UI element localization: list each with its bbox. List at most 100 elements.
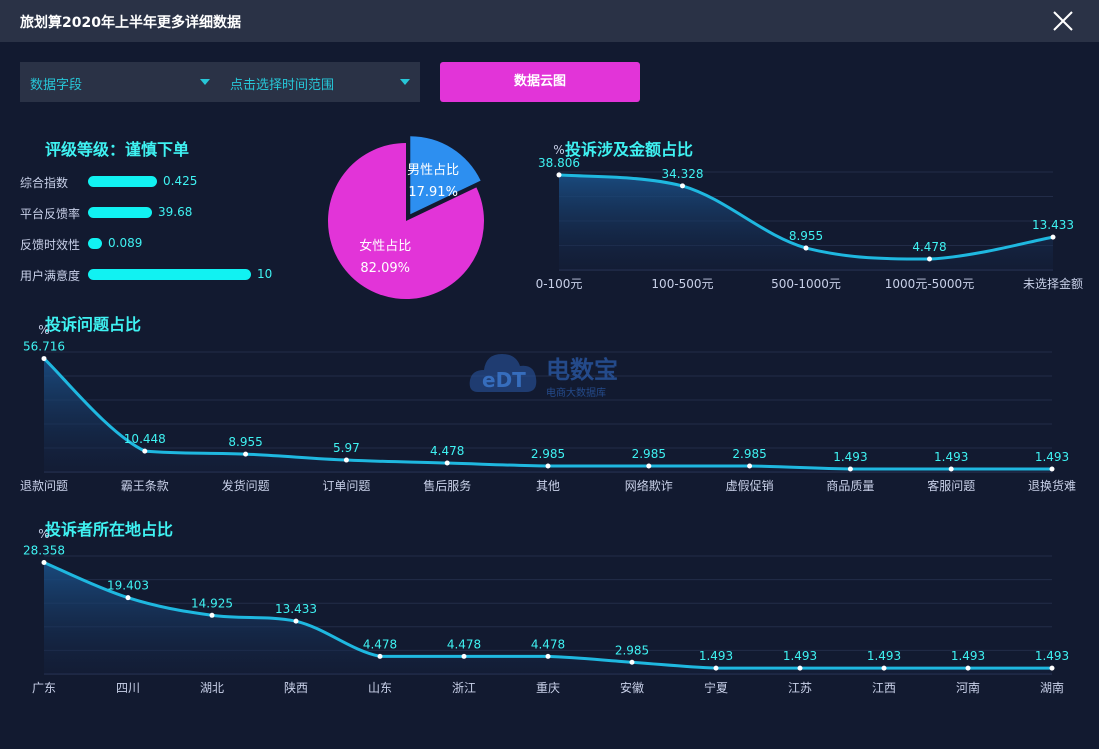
data-point — [41, 559, 47, 565]
pie-slice-name: 女性占比 — [359, 238, 411, 254]
data-cloud-button[interactable]: 数据云图 — [440, 62, 640, 102]
pie-slice — [327, 143, 484, 299]
x-tick-label: 湖北 — [200, 680, 224, 695]
metric-label: 用户满意度 — [20, 269, 81, 283]
data-point — [142, 448, 148, 454]
metric-bar — [88, 269, 251, 280]
data-label: 4.478 — [912, 240, 946, 254]
metric-value: 10 — [257, 267, 273, 281]
window-title: 旅划算2020年上半年更多详细数据 — [20, 15, 241, 31]
data-label: 28.358 — [23, 543, 65, 557]
data-point — [377, 653, 383, 659]
x-tick-label: 广东 — [32, 681, 56, 695]
x-tick-label: 重庆 — [536, 681, 560, 695]
metric-bar — [88, 238, 102, 249]
data-point — [680, 183, 685, 189]
data-label: 38.806 — [538, 156, 580, 170]
data-label: 1.493 — [867, 649, 901, 663]
metric-bar — [88, 176, 157, 187]
x-tick-label: 客服问题 — [927, 478, 975, 493]
location-chart-title: 投诉者所在地占比 — [45, 520, 174, 539]
x-tick-label: 江西 — [872, 681, 896, 695]
y-axis-unit: % — [553, 143, 564, 157]
x-tick-label: 其他 — [536, 479, 560, 493]
x-tick-label: 安徽 — [620, 680, 644, 695]
x-tick-label: 退款问题 — [20, 479, 68, 493]
x-tick-label: 山东 — [368, 681, 392, 695]
pie-slice-name: 男性占比 — [407, 163, 459, 178]
pie-slice-label: 82.09% — [360, 261, 410, 276]
data-label: 13.433 — [1032, 218, 1074, 232]
x-tick-label: 虚假促销 — [726, 479, 774, 493]
metric-label: 平台反馈率 — [20, 207, 81, 221]
area-fill — [44, 562, 1052, 674]
data-point — [847, 466, 853, 472]
data-label: 1.493 — [951, 649, 985, 663]
x-tick-label: 1000元-5000元 — [885, 277, 974, 291]
data-point — [965, 665, 971, 671]
data-label: 2.985 — [531, 447, 565, 461]
chevron-down-icon — [400, 79, 410, 85]
data-point — [1049, 466, 1055, 472]
x-tick-label: 0-100元 — [536, 277, 583, 291]
pie-slice-label: 17.91% — [408, 185, 458, 200]
metric-bar — [88, 207, 152, 218]
x-tick-label: 500-1000元 — [771, 277, 841, 291]
filter-panel: 数据字段 点击选择时间范围 — [20, 62, 420, 102]
data-point — [881, 665, 887, 671]
x-tick-label: 售后服务 — [423, 478, 471, 493]
cloud-logo-icon: eDT 电数宝 电商大数据库 — [469, 354, 618, 399]
close-button[interactable] — [1051, 9, 1075, 33]
y-axis-unit: % — [38, 527, 49, 541]
rating-title: 评级等级：谨慎下单 — [45, 140, 190, 159]
data-point — [293, 618, 299, 624]
data-label: 19.403 — [107, 579, 149, 593]
close-icon — [1053, 11, 1073, 31]
x-tick-label: 河南 — [956, 680, 980, 695]
data-label: 1.493 — [934, 450, 968, 464]
data-label: 1.493 — [783, 649, 817, 663]
data-label: 1.493 — [1035, 450, 1069, 464]
x-tick-label: 100-500元 — [651, 277, 713, 291]
x-tick-label: 四川 — [116, 681, 140, 695]
x-tick-label: 浙江 — [452, 681, 476, 695]
data-label: 4.478 — [447, 637, 481, 651]
data-point — [545, 463, 551, 469]
x-tick-label: 宁夏 — [704, 680, 728, 695]
data-point — [1049, 665, 1055, 671]
amount-chart-title: 投诉涉及金额占比 — [565, 140, 694, 159]
chevron-down-icon — [200, 79, 210, 85]
data-point — [556, 172, 562, 178]
data-point — [713, 665, 719, 671]
data-label: 5.97 — [333, 441, 360, 455]
x-tick-label: 网络欺诈 — [625, 478, 673, 493]
data-label: 2.985 — [632, 447, 666, 461]
data-point — [41, 356, 47, 362]
field-dropdown[interactable]: 数据字段 — [20, 62, 220, 102]
data-label: 1.493 — [833, 450, 867, 464]
data-point — [646, 463, 652, 469]
field-dropdown-label: 数据字段 — [30, 78, 83, 93]
issue-area-chart: % 56.716 退款问题 10.448 霸王条款 8.955 发货问题 5.97 订单问题 4.… — [20, 323, 1076, 493]
x-tick-label: 发货问题 — [222, 478, 270, 493]
data-label: 2.985 — [732, 447, 766, 461]
metric-value: 0.425 — [163, 174, 198, 188]
x-tick-label: 湖南 — [1040, 680, 1064, 695]
data-point — [243, 451, 249, 457]
time-range-dropdown[interactable]: 点击选择时间范围 — [220, 62, 420, 102]
pie-slice — [410, 136, 481, 215]
data-point — [461, 653, 467, 659]
x-tick-label: 退换货难 — [1028, 478, 1076, 493]
data-point — [629, 659, 635, 665]
location-area-chart: % 28.358 广东 19.403 四川 14.925 湖北 13.433 陕西 4.478 山东… — [23, 527, 1069, 695]
title-bar: 旅划算2020年上半年更多详细数据 — [0, 0, 1099, 42]
data-point — [948, 466, 954, 472]
metric-value: 39.68 — [158, 205, 193, 219]
data-label: 4.478 — [531, 637, 565, 651]
x-tick-label: 未选择金额 — [1023, 276, 1083, 291]
area-fill — [559, 174, 1053, 270]
data-label: 34.328 — [662, 167, 704, 181]
x-tick-label: 江苏 — [788, 681, 812, 695]
data-point — [803, 245, 809, 251]
data-label: 2.985 — [615, 643, 649, 657]
